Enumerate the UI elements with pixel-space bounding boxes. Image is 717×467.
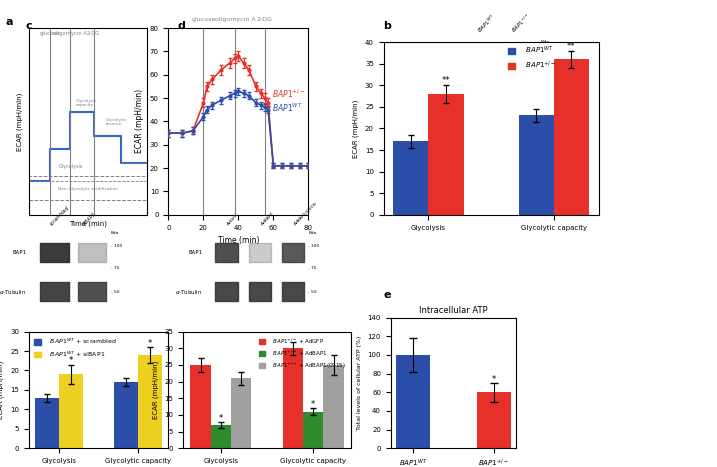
Text: Glycolytic
reserve: Glycolytic reserve (105, 118, 127, 126)
Text: - 75: - 75 (308, 266, 317, 270)
Text: *: * (148, 339, 152, 348)
Text: Glycolysis: Glycolysis (58, 164, 82, 169)
Text: BAP1: BAP1 (12, 250, 27, 255)
Text: Glycolytic
capacity: Glycolytic capacity (76, 99, 98, 107)
Title: Intracellular ATP: Intracellular ATP (419, 306, 488, 315)
Bar (35, 398, 59, 448)
Y-axis label: ECAR (mpH/min): ECAR (mpH/min) (0, 361, 4, 419)
X-axis label: Time (min): Time (min) (218, 236, 259, 245)
Bar (115, 382, 138, 448)
Text: c: c (25, 21, 32, 31)
Bar (394, 142, 429, 215)
Text: - 50: - 50 (111, 290, 120, 294)
Text: 2-DG: 2-DG (257, 17, 272, 22)
Text: - 100: - 100 (308, 245, 320, 248)
Text: *: * (492, 375, 495, 383)
Text: - 50: - 50 (540, 125, 549, 129)
Text: $BAP1^{WT}$: $BAP1^{WT}$ (475, 12, 498, 35)
Text: glucose: glucose (40, 31, 60, 36)
Bar (518, 115, 554, 215)
Text: $BAP1^{WT}$: $BAP1^{WT}$ (272, 102, 303, 114)
Text: Kda: Kda (308, 231, 316, 235)
Text: BAP1: BAP1 (188, 250, 202, 255)
Text: AdGFP: AdGFP (227, 214, 239, 227)
Text: siBAP1: siBAP1 (82, 212, 98, 227)
Y-axis label: ECAR (mpH/min): ECAR (mpH/min) (16, 92, 23, 150)
Text: *: * (69, 356, 73, 366)
Bar (138, 355, 162, 448)
Legend:   $BAP1^{WT}$,   $BAP1^{+/-}$: $BAP1^{WT}$, $BAP1^{+/-}$ (505, 42, 559, 74)
Y-axis label: Total levels of cellular ATP (%): Total levels of cellular ATP (%) (357, 336, 362, 430)
Y-axis label: ECAR (mpH/min): ECAR (mpH/min) (136, 89, 144, 154)
Text: $\alpha$-Tubulin: $\alpha$-Tubulin (0, 288, 27, 296)
Text: d: d (178, 21, 186, 31)
Text: glucose: glucose (191, 17, 216, 22)
Bar (323, 365, 343, 448)
Text: $\alpha$-Tubulin: $\alpha$-Tubulin (411, 123, 442, 131)
Text: - 100: - 100 (540, 60, 553, 65)
Text: **: ** (567, 42, 576, 50)
Bar (231, 378, 252, 448)
Text: Kda: Kda (540, 41, 549, 45)
Text: scrambled: scrambled (49, 205, 70, 227)
Text: *: * (311, 400, 315, 409)
Text: - 50: - 50 (308, 290, 317, 294)
Bar (397, 355, 430, 448)
Text: b: b (384, 21, 391, 31)
Text: Kda: Kda (111, 231, 119, 235)
Text: AdBAP1(C91S): AdBAP1(C91S) (293, 201, 318, 227)
Text: $BAP1^{+/-}$: $BAP1^{+/-}$ (272, 88, 305, 100)
Text: - 75: - 75 (111, 266, 120, 270)
Text: *: * (219, 414, 223, 423)
Bar (429, 94, 464, 215)
Bar (282, 348, 303, 448)
Bar (191, 365, 211, 448)
Text: $BAP1^{+/-}$: $BAP1^{+/-}$ (509, 11, 533, 35)
Text: oligomycin A: oligomycin A (214, 17, 255, 22)
Bar (303, 411, 323, 448)
Text: $\alpha$-Tubulin: $\alpha$-Tubulin (175, 288, 202, 296)
Bar (59, 375, 82, 448)
Bar (554, 59, 589, 215)
Legend:   $BAP1^{WT}$ + scrambled,   $BAP1^{WT}$ + siBAP1: $BAP1^{WT}$ + scrambled, $BAP1^{WT}$ + s… (32, 335, 119, 361)
Text: **: ** (442, 76, 450, 85)
Text: e: e (384, 290, 391, 299)
Y-axis label: ECAR (mpH/min): ECAR (mpH/min) (152, 361, 158, 419)
Legend:   $BAP1^{+/-}$ + AdGFP,   $BAP1^{+/-}$ + AdBAP1,   $BAP1^{+/-}$ + AdBAP1(C91S): $BAP1^{+/-}$ + AdGFP, $BAP1^{+/-}$ + AdB… (257, 334, 348, 373)
Bar (211, 425, 231, 448)
Text: - 100: - 100 (111, 245, 122, 248)
Y-axis label: ECAR (mpH/min): ECAR (mpH/min) (353, 99, 359, 157)
Text: AdBAP1: AdBAP1 (260, 212, 275, 227)
Bar (29, 176, 147, 200)
X-axis label: Time (min): Time (min) (69, 220, 107, 227)
Bar (477, 392, 511, 448)
Text: oligomycin A: oligomycin A (53, 31, 87, 36)
Text: BAP1: BAP1 (426, 69, 442, 73)
Text: - 75: - 75 (540, 91, 549, 96)
Text: a: a (5, 17, 12, 27)
Text: Non-Glycolytic acidification: Non-Glycolytic acidification (58, 187, 118, 191)
Text: 2-DG: 2-DG (87, 31, 100, 36)
